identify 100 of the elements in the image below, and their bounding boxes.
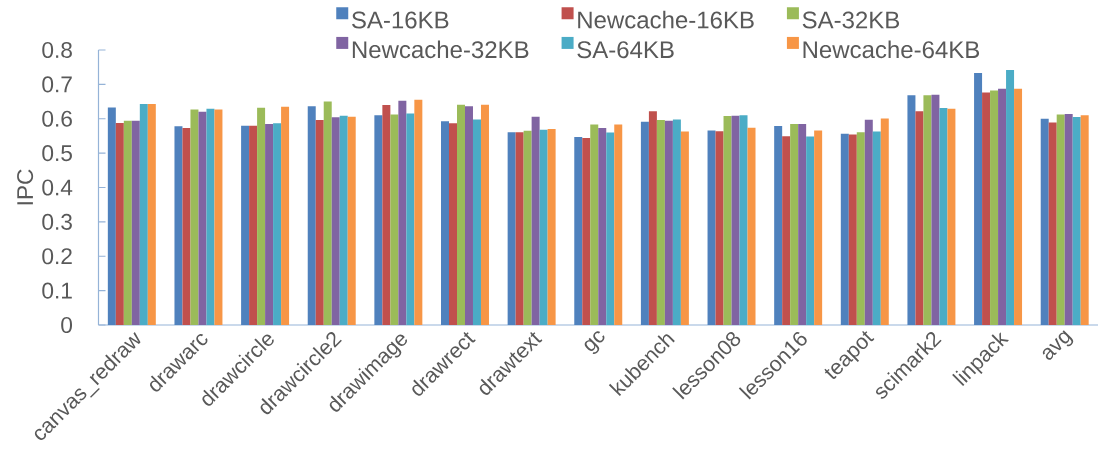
bar [840,133,849,325]
bar [947,108,956,325]
bar [331,117,340,325]
bar [174,126,183,325]
bar [680,131,689,325]
bar [273,123,282,325]
bar [265,123,274,325]
bar [931,94,940,325]
legend-label: Newcache-32KB [352,40,529,59]
legend-label: Newcache-16KB [578,10,754,29]
bar [1056,114,1065,325]
bar [915,111,924,325]
bar [507,132,516,325]
bar [107,107,116,325]
bar [390,114,399,325]
bar [747,127,756,325]
bar [523,130,532,325]
bar [464,106,473,325]
bar [1072,117,1081,325]
bar [139,103,148,325]
legend-label: Newcache-64KB [803,40,980,59]
bar [1006,69,1015,325]
y-tick-label: 0 [61,316,73,334]
legend-label: SA-16KB [352,11,449,29]
bar [347,116,356,325]
bar [323,101,332,325]
bar [257,107,266,325]
bar [374,115,383,325]
bar [206,108,215,325]
bar [182,128,191,325]
bar [515,132,524,325]
y-axis-title: IPC [17,169,34,205]
bar [1040,118,1049,325]
bar [798,123,807,325]
bar [848,134,857,325]
bar [123,120,132,325]
bar [715,131,724,325]
bar [923,95,932,325]
bar [131,120,140,325]
bar [307,106,316,325]
bar [872,131,881,325]
y-tick-label: 0.4 [42,179,73,196]
bar [472,119,481,325]
bar [281,106,290,325]
bar [582,138,591,325]
bar [547,129,556,325]
bar [656,120,665,325]
bar [790,123,799,325]
bar [707,130,716,325]
bar [539,129,548,325]
y-tick-label: 0.2 [42,248,72,265]
bar [939,108,948,325]
x-tick-label: gc [584,331,605,354]
bar [907,95,916,325]
bar [598,128,607,325]
y-tick-label: 0.3 [42,213,72,230]
x-tick-label: avg [1042,330,1074,360]
legend-label: SA-32KB [802,11,900,29]
bar [814,130,823,325]
bar [406,113,415,325]
bar [664,120,673,325]
bar [249,125,258,325]
legend-label: SA-64KB [577,41,674,59]
bar [1064,113,1073,325]
bar [974,73,983,325]
bar [648,111,657,325]
bar [457,104,465,325]
bar [982,92,991,325]
bar [774,125,783,325]
bar [998,88,1007,325]
bar [739,115,748,325]
bar [147,103,156,325]
bar [864,119,873,325]
bar [574,136,583,325]
bar [614,124,623,325]
bar [606,132,615,325]
bar [880,118,889,325]
bar [640,121,649,325]
bar [1080,115,1089,325]
y-tick-label: 0.1 [42,282,72,299]
bar [339,115,348,325]
bar [382,105,391,325]
y-tick-label: 0.8 [42,41,72,59]
y-tick-label: 0.5 [42,145,72,162]
bar [241,125,250,325]
bar [856,132,865,325]
y-tick-label: 0.7 [42,76,72,93]
bar [414,99,423,325]
bar [806,136,815,325]
bar [441,121,449,325]
bar [398,100,407,325]
bar [990,90,999,325]
bar [214,109,223,325]
bar [531,116,540,325]
bar [731,115,740,325]
bar [480,104,489,325]
y-tick-label: 0.6 [42,110,72,127]
bar [672,119,681,325]
bar [782,136,791,325]
bar [115,122,124,325]
